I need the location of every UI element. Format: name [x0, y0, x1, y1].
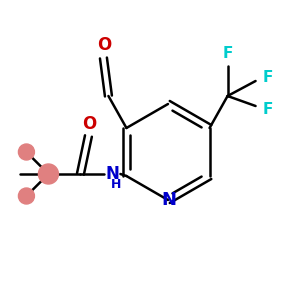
- Text: N: N: [106, 165, 119, 183]
- Circle shape: [18, 144, 34, 160]
- Text: O: O: [97, 36, 112, 54]
- Circle shape: [18, 188, 34, 204]
- Text: F: F: [262, 70, 273, 85]
- Text: H: H: [111, 178, 122, 190]
- Text: F: F: [222, 46, 233, 62]
- Text: F: F: [262, 103, 273, 118]
- Text: O: O: [82, 115, 97, 133]
- Circle shape: [38, 164, 58, 184]
- Text: N: N: [161, 191, 176, 209]
